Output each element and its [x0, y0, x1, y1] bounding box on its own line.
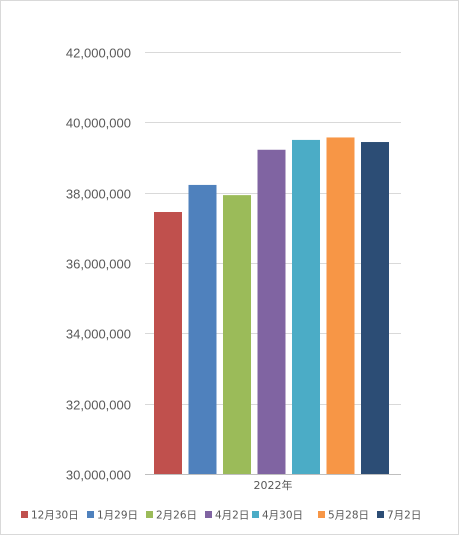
y-tick-label: 36,000,000 — [66, 257, 131, 272]
y-tick-label: 34,000,000 — [66, 327, 131, 342]
legend-swatch — [146, 511, 153, 518]
bar — [257, 149, 286, 474]
legend-swatch — [318, 511, 325, 518]
bar — [361, 142, 389, 474]
legend-swatch — [205, 511, 212, 518]
legend-swatch — [87, 511, 94, 518]
bar — [292, 139, 320, 474]
bars — [154, 137, 389, 474]
y-tick-label: 32,000,000 — [66, 398, 131, 413]
legend-label: 4月2日 — [215, 510, 249, 522]
y-tick-label: 30,000,000 — [66, 468, 131, 483]
legend-label: 1月29日 — [97, 510, 138, 522]
legend-swatch — [21, 511, 28, 518]
legend-swatch — [377, 511, 384, 518]
gridlines — [145, 52, 401, 405]
legend-label: 2月26日 — [156, 510, 197, 522]
y-tick-label: 40,000,000 — [66, 116, 131, 131]
legend-label: 7月2日 — [387, 510, 421, 522]
bar — [154, 212, 182, 474]
bar — [188, 184, 217, 474]
y-axis-tick-labels: 30,000,000 32,000,000 34,000,000 36,000,000… — [66, 46, 131, 483]
legend: 12月30日 1月29日 2月26日 4月2日 4月30日 5月28日 7月2日 — [21, 510, 421, 522]
y-tick-label: 42,000,000 — [66, 46, 131, 61]
legend-label: 5月28日 — [328, 510, 369, 522]
x-axis-category-label: 2022年 — [254, 478, 293, 492]
legend-swatch — [252, 511, 259, 518]
legend-label: 4月30日 — [262, 510, 303, 522]
y-tick-label: 38,000,000 — [66, 187, 131, 202]
bar — [326, 137, 355, 474]
bar — [223, 195, 251, 474]
legend-label: 12月30日 — [31, 510, 79, 522]
